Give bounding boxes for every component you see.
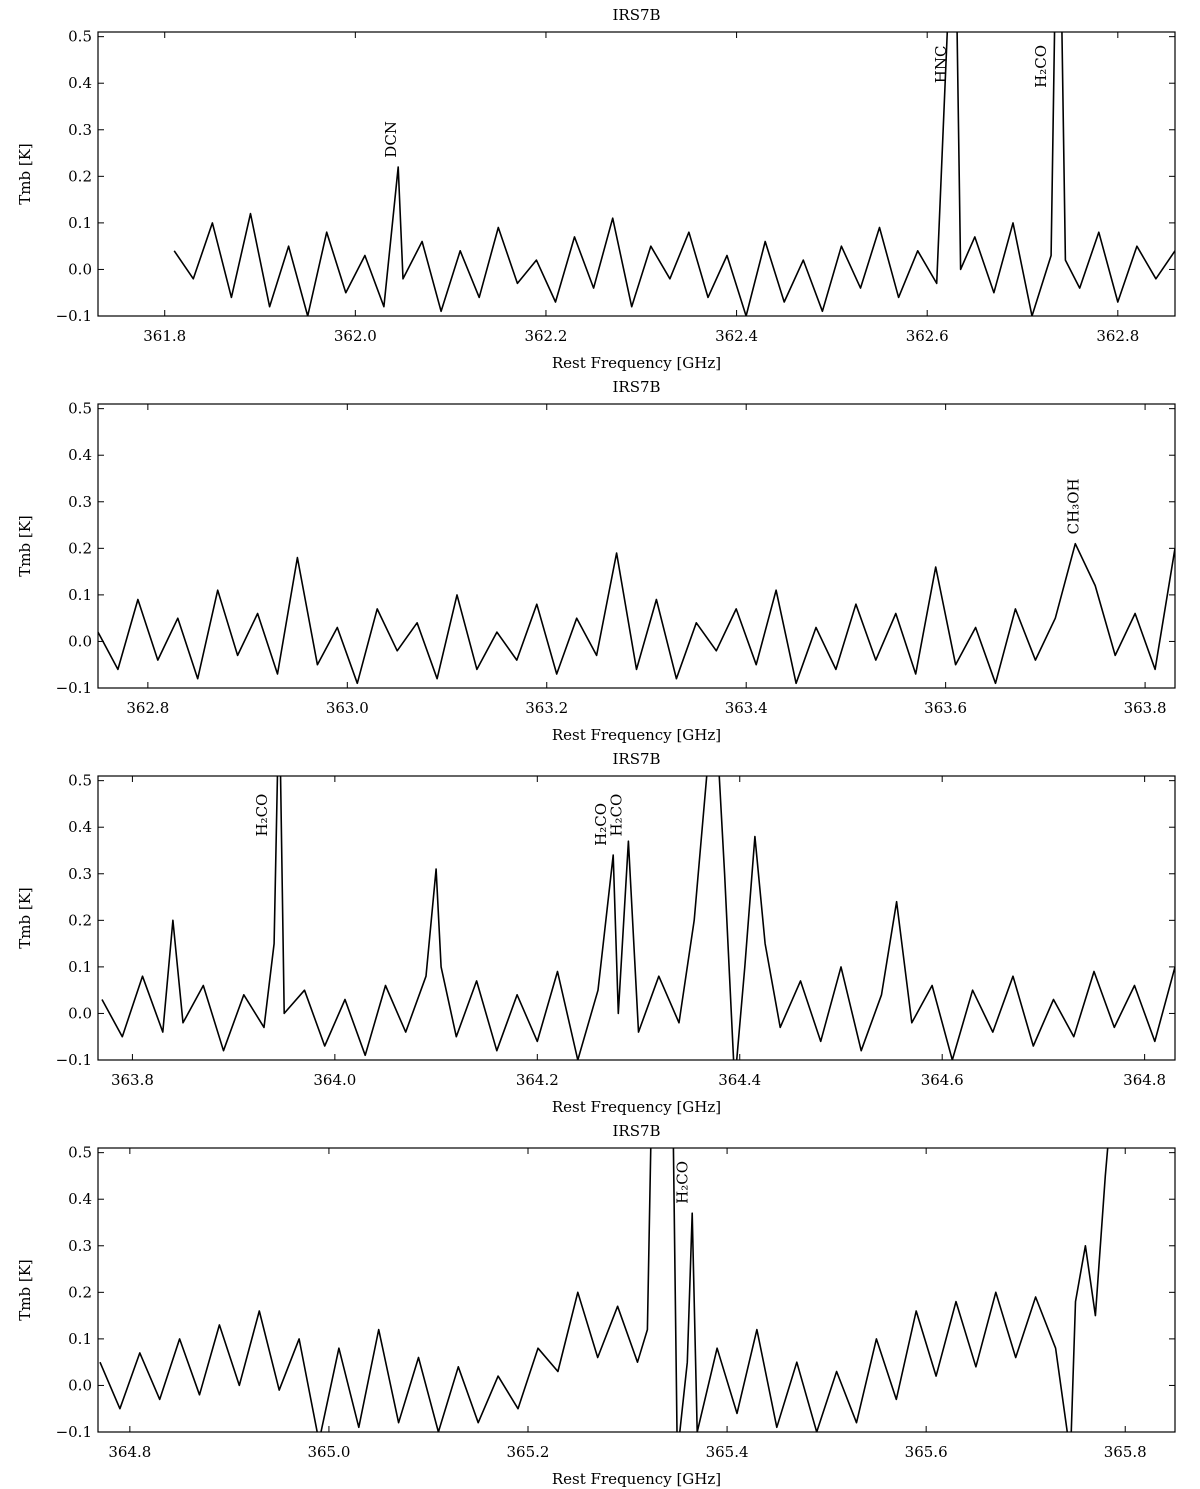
x-tick-label: 364.0 xyxy=(313,1071,356,1089)
y-axis-label: Tmb [K] xyxy=(16,1259,34,1321)
y-tick-label: 0.5 xyxy=(68,28,92,46)
x-tick-label: 363.6 xyxy=(924,699,967,717)
panel: IRS7B Rest Frequency [GHz] Tmb [K] −0.1 0.0 0… xyxy=(16,750,1176,1116)
y-tick-label: −0.1 xyxy=(56,1423,92,1441)
x-tick-label: 362.4 xyxy=(715,327,758,345)
x-axis-label: Rest Frequency [GHz] xyxy=(552,1098,721,1116)
y-tick-label: 0.0 xyxy=(68,1376,92,1394)
x-tick-label: 364.4 xyxy=(718,1071,761,1089)
y-tick-label: 0.4 xyxy=(68,74,92,92)
x-tick-label: 362.8 xyxy=(1096,327,1139,345)
y-tick-label: 0.2 xyxy=(68,911,92,929)
line-annotation: CH₃OH xyxy=(1064,478,1082,534)
y-tick-label: 0.2 xyxy=(68,539,92,557)
x-tick-label: 364.6 xyxy=(921,1071,964,1089)
x-tick-label: 365.6 xyxy=(905,1443,948,1461)
x-tick-label: 362.6 xyxy=(906,327,949,345)
y-axis-label: Tmb [K] xyxy=(16,515,34,577)
x-tick-label: 365.4 xyxy=(706,1443,749,1461)
panel-title: IRS7B xyxy=(612,6,660,24)
y-tick-label: 0.4 xyxy=(68,446,92,464)
y-tick-label: −0.1 xyxy=(56,1051,92,1069)
line-annotation: H₂CO xyxy=(607,794,625,837)
x-tick-label: 362.0 xyxy=(334,327,377,345)
y-tick-label: 0.1 xyxy=(68,586,92,604)
y-tick-label: 0.0 xyxy=(68,260,92,278)
panel: IRS7B Rest Frequency [GHz] Tmb [K] −0.1 0.0 0… xyxy=(16,1122,1176,1488)
y-tick-label: 0.2 xyxy=(68,167,92,185)
x-axis-label: Rest Frequency [GHz] xyxy=(552,1470,721,1488)
x-tick-label: 365.0 xyxy=(307,1443,350,1461)
x-tick-label: 363.4 xyxy=(725,699,768,717)
panel-title: IRS7B xyxy=(612,378,660,396)
y-tick-label: 0.4 xyxy=(68,818,92,836)
line-annotation: DCN xyxy=(382,121,400,158)
x-tick-label: 363.8 xyxy=(1124,699,1167,717)
panel: IRS7B Rest Frequency [GHz] Tmb [K] −0.1 0.0 0… xyxy=(16,6,1176,372)
line-annotation: H₂CO xyxy=(592,803,610,846)
line-annotation: H₂CO xyxy=(673,1161,691,1204)
x-axis-label: Rest Frequency [GHz] xyxy=(552,354,721,372)
x-tick-label: 364.8 xyxy=(1123,1071,1166,1089)
y-tick-label: 0.3 xyxy=(68,493,92,511)
x-tick-label: 363.0 xyxy=(326,699,369,717)
y-axis-label: Tmb [K] xyxy=(16,143,34,205)
y-tick-label: 0.2 xyxy=(68,1283,92,1301)
panel-title: IRS7B xyxy=(612,1122,660,1140)
y-tick-label: 0.3 xyxy=(68,865,92,883)
x-axis-label: Rest Frequency [GHz] xyxy=(552,726,721,744)
line-annotation: HNC xyxy=(932,46,950,84)
y-tick-label: 0.0 xyxy=(68,632,92,650)
plot-frame xyxy=(97,775,1176,1061)
y-tick-label: 0.5 xyxy=(68,400,92,418)
x-tick-label: 364.2 xyxy=(516,1071,559,1089)
spectrum-line xyxy=(173,32,1175,316)
y-tick-label: 0.1 xyxy=(68,958,92,976)
x-tick-label: 365.8 xyxy=(1104,1443,1147,1461)
x-tick-label: 363.8 xyxy=(111,1071,154,1089)
x-tick-label: 362.8 xyxy=(126,699,169,717)
plot-frame xyxy=(97,31,1176,317)
panel: IRS7B Rest Frequency [GHz] Tmb [K] −0.1 0.0 0… xyxy=(16,378,1176,744)
plot-frame xyxy=(97,1147,1176,1433)
spectrum-line xyxy=(99,1148,1109,1432)
y-tick-label: −0.1 xyxy=(56,679,92,697)
y-axis-label: Tmb [K] xyxy=(16,887,34,949)
spectrum-line xyxy=(98,542,1175,685)
spectrum-line xyxy=(101,776,1175,1060)
y-tick-label: 0.3 xyxy=(68,1237,92,1255)
x-tick-label: 365.2 xyxy=(507,1443,550,1461)
y-tick-label: 0.4 xyxy=(68,1190,92,1208)
x-tick-label: 361.8 xyxy=(143,327,186,345)
y-tick-label: 0.1 xyxy=(68,1330,92,1348)
x-tick-label: 364.8 xyxy=(108,1443,151,1461)
y-tick-label: 0.5 xyxy=(68,1144,92,1162)
x-tick-label: 362.2 xyxy=(524,327,567,345)
y-tick-label: 0.0 xyxy=(68,1004,92,1022)
x-tick-label: 363.2 xyxy=(525,699,568,717)
y-tick-label: 0.3 xyxy=(68,121,92,139)
y-tick-label: −0.1 xyxy=(56,307,92,325)
plot-frame xyxy=(97,403,1176,689)
panel-title: IRS7B xyxy=(612,750,660,768)
line-annotation: H₂CO xyxy=(253,794,271,837)
y-tick-label: 0.5 xyxy=(68,772,92,790)
y-tick-label: 0.1 xyxy=(68,214,92,232)
line-annotation: H₂CO xyxy=(1032,45,1050,88)
